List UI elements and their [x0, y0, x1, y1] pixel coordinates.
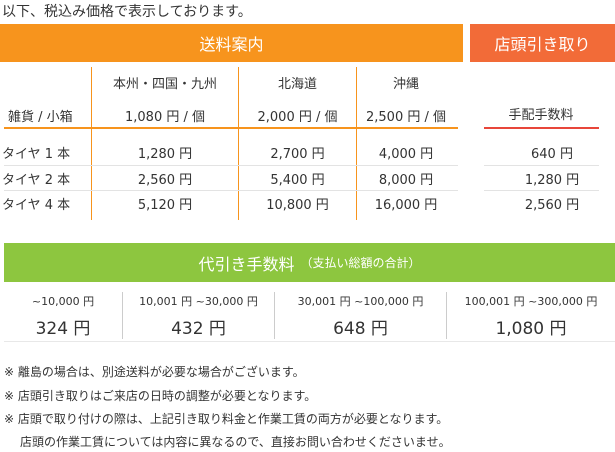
pickup-header-rule [484, 127, 599, 129]
tier-fee: 432 円 [171, 319, 226, 339]
table-cell: 16,000 円 [374, 198, 438, 213]
pickup-fee: 1,280 円 [524, 173, 580, 188]
note-item: ※ 離島の場合は、別途送料が必要な場合がございます。 [4, 365, 305, 379]
pickup-header: 店頭引き取り [470, 24, 615, 62]
table-cell: 8,000 円 [378, 173, 434, 188]
shipping-title: 送料案内 [199, 35, 264, 54]
table-cell: 5,400 円 [270, 173, 325, 188]
table-cell: 2,700 円 [270, 147, 325, 162]
row-divider [484, 190, 599, 191]
cod-bottom-rule [4, 341, 615, 342]
column-header-okinawa: 沖縄 [392, 77, 419, 92]
tier-fee: 1,080 円 [495, 319, 567, 339]
table-cell: 2,560 円 [137, 173, 193, 188]
cod-title: 代引き手数料 [198, 254, 295, 274]
table-cell: 1,080 円 / 個 [125, 110, 205, 125]
table-cell: 1,280 円 [137, 147, 193, 162]
table-header-rule [4, 127, 458, 129]
table-cell: 2,000 円 / 個 [257, 110, 338, 125]
tier-fee: 324 円 [35, 319, 91, 339]
pickup-fee: 640 円 [531, 147, 573, 162]
note-item: ※ 店頭で取り付けの際は、上記引き取り料金と作業工賃の両方が必要となります。 [4, 412, 449, 426]
row-label-tire-1: タイヤ 1 本 [2, 147, 71, 162]
note-item: ※ 店頭引き取りはご来店の日時の調整が必要となります。 [4, 389, 317, 403]
intro-text: 以下、税込み価格で表示しております。 [2, 4, 252, 20]
tier-divider [122, 292, 123, 339]
column-header-honshu: 本州・四国・九州 [112, 77, 217, 92]
tier-fee: 648 円 [333, 319, 388, 339]
tier-divider [446, 292, 447, 339]
column-header-hokkaido: 北海道 [277, 77, 317, 92]
note-item: 店頭の作業工賃については内容に異なるので、直接お問い合わせくださいませ。 [20, 435, 451, 449]
table-cell: 4,000 円 [378, 147, 434, 162]
tier-range: ~10,000 円 [31, 295, 95, 308]
cod-header: 代引き手数料 （支払い総額の合計） [4, 243, 615, 282]
table-divider [356, 67, 357, 220]
table-cell: 5,120 円 [137, 198, 193, 213]
row-divider [484, 165, 599, 166]
pickup-column-header: 手配手数料 [508, 108, 574, 123]
row-label-goods: 雑貨 / 小箱 [8, 110, 73, 125]
table-cell: 2,500 円 / 個 [366, 110, 446, 125]
pickup-fee: 2,560 円 [524, 198, 580, 213]
pickup-title: 店頭引き取り [494, 35, 591, 54]
row-divider [4, 190, 458, 191]
cod-subtitle: （支払い総額の合計） [300, 256, 421, 270]
tier-range: 100,001 円 ~300,000 円 [464, 295, 598, 308]
table-divider [238, 67, 239, 220]
row-divider [4, 165, 458, 166]
tier-divider [274, 292, 275, 339]
row-label-tire-4: タイヤ 4 本 [2, 198, 71, 213]
table-divider [91, 67, 92, 220]
tier-range: 30,001 円 ~100,000 円 [297, 295, 424, 308]
table-cell: 10,800 円 [266, 198, 329, 213]
shipping-header: 送料案内 [0, 24, 463, 62]
row-label-tire-2: タイヤ 2 本 [2, 173, 71, 188]
tier-range: 10,001 円 ~30,000 円 [139, 295, 258, 308]
